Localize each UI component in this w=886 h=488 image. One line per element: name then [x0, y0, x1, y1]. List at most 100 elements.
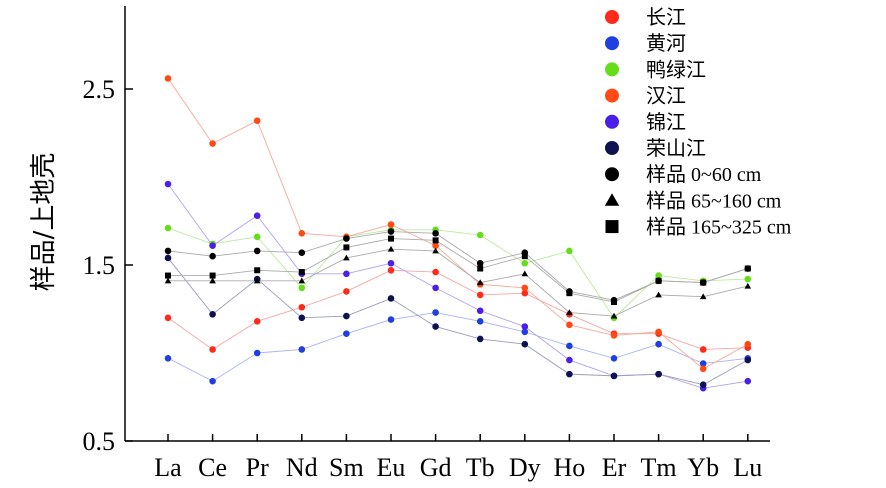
series-points: [164, 309, 752, 385]
data-point: [744, 340, 752, 348]
legend-label: 样品 65~160 cm: [646, 189, 782, 212]
series-points: [164, 254, 752, 388]
data-point: [604, 193, 620, 206]
legend-item: 荣山江: [605, 137, 706, 160]
data-point: [744, 275, 752, 283]
data-point: [610, 372, 618, 380]
data-point: [521, 323, 529, 330]
data-point: [253, 233, 261, 241]
data-point: [209, 310, 216, 318]
data-point: [605, 10, 619, 24]
data-point: [298, 314, 306, 322]
data-point: [298, 346, 306, 353]
data-point: [253, 318, 261, 325]
x-tick-label: Sm: [329, 453, 364, 482]
data-point: [388, 235, 394, 242]
legend-label: 样品 0~60 cm: [646, 163, 762, 186]
data-point: [521, 284, 529, 292]
data-point: [699, 346, 707, 353]
data-point: [209, 242, 216, 249]
x-tick-label: Yb: [687, 453, 719, 482]
data-point: [164, 247, 172, 255]
data-point: [209, 272, 216, 279]
data-point: [655, 340, 662, 348]
legend-label: 汉江: [646, 85, 686, 108]
data-point: [164, 180, 172, 188]
data-point: [164, 224, 172, 232]
legend-item: 鸭绿江: [605, 58, 706, 81]
x-tick-label: Eu: [377, 453, 406, 482]
axes: 0.5 1.5 2.5 La Ce Pr Nd Sm Eu Gd Tb Dy Ho Er Tm Yb Lu: [83, 6, 770, 482]
data-point: [610, 354, 618, 362]
data-point: [164, 75, 172, 82]
data-point: [744, 377, 752, 385]
data-point: [165, 272, 171, 279]
data-point: [343, 312, 350, 320]
series-line: [168, 248, 748, 317]
series-line: [167, 78, 749, 370]
x-tick-label: Pr: [246, 453, 269, 482]
x-tick-label: Tm: [641, 453, 677, 482]
data-point: [432, 284, 439, 292]
legend-label: 长江: [646, 6, 686, 29]
x-tick-label: Lu: [733, 453, 762, 482]
data-point: [521, 289, 529, 297]
data-point: [521, 253, 528, 260]
data-point: [343, 244, 350, 251]
data-point: [700, 279, 707, 286]
data-point: [566, 290, 573, 297]
data-point: [566, 370, 573, 378]
data-point: [253, 117, 261, 124]
legend-item: 样品 65~160 cm: [604, 189, 782, 212]
data-point: [298, 277, 306, 284]
data-point: [610, 332, 618, 339]
data-point: [298, 303, 306, 311]
data-point: [298, 249, 306, 256]
data-point: [164, 314, 172, 322]
data-point: [566, 342, 573, 350]
data-point: [387, 266, 395, 274]
data-point: [209, 252, 216, 260]
data-point: [253, 247, 261, 255]
legend-item: 样品 165~325 cm: [605, 216, 792, 239]
data-point: [521, 328, 529, 336]
data-point: [605, 62, 619, 77]
data-point: [521, 270, 529, 277]
data-point: [566, 247, 573, 255]
data-point: [387, 245, 395, 252]
data-point: [744, 265, 751, 272]
data-point: [566, 321, 573, 329]
legend-label: 黄河: [646, 32, 686, 55]
data-point: [477, 265, 484, 272]
data-point: [699, 360, 707, 367]
data-point: [209, 140, 216, 147]
series-line: [167, 312, 748, 382]
series-lines: [167, 78, 749, 389]
series-points: [164, 266, 752, 353]
data-point: [744, 356, 752, 364]
data-point: [611, 298, 617, 305]
data-point: [432, 237, 439, 244]
data-point: [343, 254, 350, 261]
data-point: [209, 346, 216, 353]
data-point: [387, 316, 395, 323]
legend-item: 锦江: [605, 111, 686, 134]
data-point: [655, 272, 662, 279]
data-point: [655, 277, 662, 284]
series-line: [168, 238, 748, 303]
data-point: [432, 247, 439, 254]
y-tick-label: 2.5: [83, 75, 116, 104]
legend-item: 汉江: [605, 85, 686, 108]
data-point: [566, 309, 573, 315]
y-axis-label: 样品/上地壳: [29, 153, 59, 292]
data-point: [521, 340, 529, 348]
data-point: [476, 335, 484, 343]
x-tick-label: Dy: [509, 453, 541, 482]
data-point: [655, 370, 662, 378]
x-tick-label: Nd: [286, 453, 318, 482]
x-tick-label: Ce: [198, 453, 227, 482]
data-point: [699, 381, 707, 388]
data-point: [298, 230, 306, 237]
